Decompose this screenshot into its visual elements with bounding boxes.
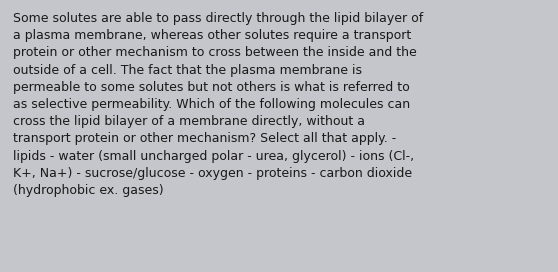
Text: Some solutes are able to pass directly through the lipid bilayer of
a plasma mem: Some solutes are able to pass directly t… (13, 12, 424, 197)
